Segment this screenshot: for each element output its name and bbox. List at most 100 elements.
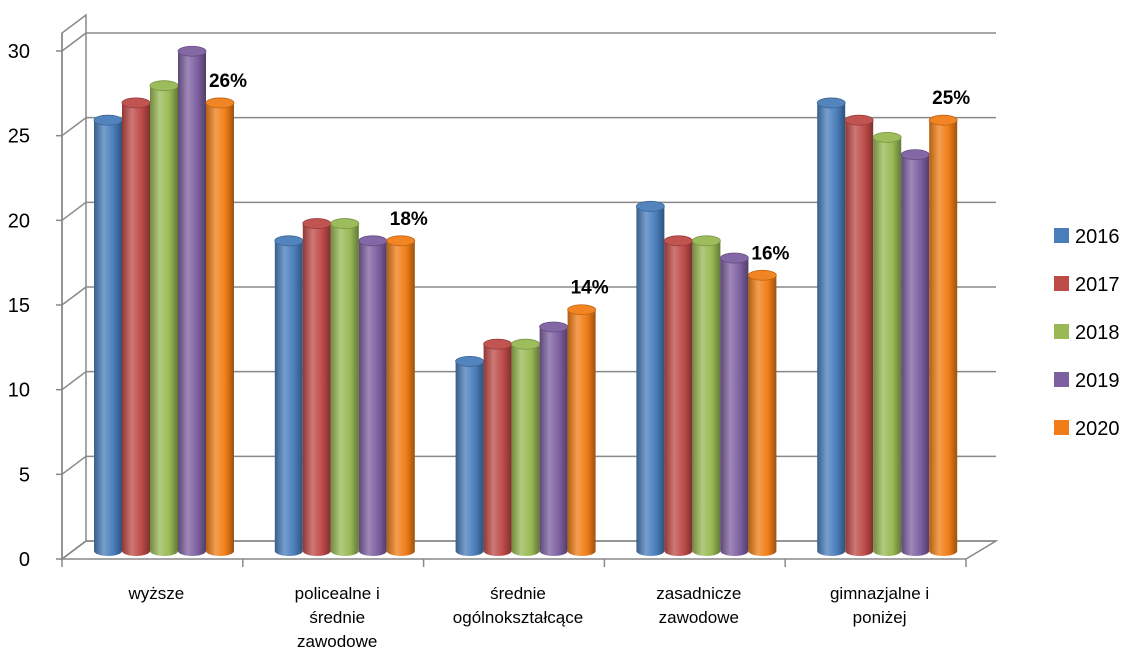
y-tick-label: 30 xyxy=(8,41,30,63)
y-tick-label: 25 xyxy=(8,126,30,148)
bar-2016-2 xyxy=(455,356,485,556)
bar-top xyxy=(93,114,123,126)
bar-2016-3 xyxy=(636,200,665,557)
bar-body xyxy=(178,51,206,556)
bar-body xyxy=(845,120,874,557)
data-label: 26% xyxy=(209,71,247,92)
bar-top xyxy=(483,338,513,350)
legend-label-2018: 2018 xyxy=(1075,322,1120,344)
left-wall xyxy=(61,13,87,561)
data-label: 14% xyxy=(571,278,609,299)
bar-body xyxy=(330,223,359,557)
y-tick-label: 15 xyxy=(8,295,30,317)
bar-2018-2 xyxy=(511,338,540,556)
x-category-label: wyższe xyxy=(128,584,185,603)
legend-swatch-2020 xyxy=(1054,420,1069,435)
legend-swatch-2018 xyxy=(1054,324,1069,339)
bar-2019-0 xyxy=(177,45,207,556)
bar-body xyxy=(720,258,749,556)
data-labels: 26% 18% 14% 16% 25% xyxy=(209,71,970,299)
bar-2018-4 xyxy=(872,131,902,556)
legend-label-2017: 2017 xyxy=(1075,274,1120,296)
gridline-depth xyxy=(61,540,87,560)
bar-top xyxy=(302,218,332,229)
data-label: 25% xyxy=(932,88,970,109)
x-axis-labels: wyższe policealne i średnie zawodowe średnie… xyxy=(128,584,930,651)
bar-body xyxy=(150,85,178,556)
bar-top xyxy=(177,45,207,57)
bar-2018-1 xyxy=(330,218,360,557)
gridline-depth xyxy=(61,286,87,306)
bar-body xyxy=(483,344,512,556)
bar-2017-1 xyxy=(302,218,332,557)
legend-label-2020: 2020 xyxy=(1075,418,1120,440)
bar-top xyxy=(664,235,693,247)
bar-body xyxy=(929,120,958,557)
bar-2019-2 xyxy=(539,321,568,556)
legend: 2016 2017 2018 2019 2020 xyxy=(1054,226,1120,440)
bar-body xyxy=(511,344,540,556)
bar-top xyxy=(844,114,874,126)
bar-top xyxy=(636,200,665,212)
legend-label-2019: 2019 xyxy=(1075,370,1120,392)
bar-2020-3 xyxy=(748,269,777,556)
bar-2020-0 xyxy=(205,97,235,556)
x-category-label: średnie ogólnokształcące xyxy=(453,584,583,627)
bar-body xyxy=(636,206,665,557)
gridline-depth xyxy=(61,117,87,137)
x-category-label: policealne i średnie zawodowe xyxy=(295,584,380,651)
bar-top xyxy=(928,114,958,126)
bar-2016-1 xyxy=(274,235,304,557)
y-tick-label: 20 xyxy=(8,210,30,232)
bar-2017-4 xyxy=(844,114,874,557)
bar-body xyxy=(539,326,568,556)
bar-2017-2 xyxy=(483,338,513,556)
bar-body xyxy=(94,120,122,557)
bar-top xyxy=(720,252,749,264)
bar-2017-0 xyxy=(121,97,151,556)
gridline-depth xyxy=(61,371,87,391)
bar-body xyxy=(358,240,387,557)
bar-body xyxy=(901,154,930,556)
bar-2019-3 xyxy=(720,252,749,556)
bar-top xyxy=(511,338,540,350)
y-tick-label: 5 xyxy=(19,464,30,486)
bar-2018-3 xyxy=(692,235,721,557)
bar-top xyxy=(816,97,846,109)
y-tick-label: 10 xyxy=(8,380,30,402)
data-label: 18% xyxy=(390,209,428,230)
bar-body xyxy=(817,102,846,556)
bars xyxy=(93,45,958,557)
bar-2020-4 xyxy=(928,114,958,557)
x-category-label: zasadnicze zawodowe xyxy=(656,584,741,627)
y-tick-label: 0 xyxy=(19,549,30,571)
bar-top xyxy=(748,269,777,281)
bar-top xyxy=(386,235,416,247)
bar-2016-0 xyxy=(93,114,123,557)
bar-top xyxy=(872,131,902,143)
data-label: 16% xyxy=(751,243,789,264)
legend-swatch-2016 xyxy=(1054,228,1069,243)
gridline-depth xyxy=(61,32,87,52)
y-axis-ticks: 0 5 10 15 20 25 30 xyxy=(8,41,30,571)
bar-top xyxy=(121,97,151,109)
bar-2019-4 xyxy=(900,149,930,556)
bar-2018-0 xyxy=(149,80,179,556)
bar-body xyxy=(567,309,596,556)
bar-body xyxy=(122,102,150,556)
bar-top xyxy=(539,321,568,333)
bar-body xyxy=(873,137,902,556)
bar-2016-4 xyxy=(816,97,846,556)
bar-top xyxy=(149,80,179,92)
bar-body xyxy=(692,240,721,557)
bar-top xyxy=(274,235,304,247)
bar-2020-1 xyxy=(386,235,416,557)
bar-body xyxy=(748,275,777,556)
bar-2020-2 xyxy=(567,304,596,556)
bar-2019-1 xyxy=(358,235,388,557)
x-category-label: gimnazjalne i poniżej xyxy=(830,584,929,627)
bar-top xyxy=(900,149,930,161)
bar-body xyxy=(386,240,415,557)
bar-2017-3 xyxy=(664,235,693,557)
